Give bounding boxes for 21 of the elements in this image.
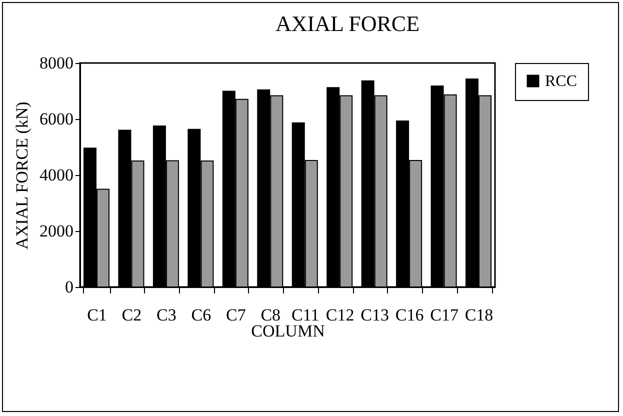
x-axis-title: COLUMN <box>251 322 325 340</box>
y-tick-label: 0 <box>65 278 74 296</box>
y-axis-title: AXIAL FORCE (kN) <box>12 102 32 250</box>
y-tick-label: 6000 <box>40 110 74 128</box>
x-tick-label: C18 <box>464 306 494 324</box>
x-tick-label: C1 <box>87 306 107 324</box>
x-tick-label: C17 <box>430 306 459 324</box>
legend-label: RCC <box>545 73 578 90</box>
x-tick-label: C11 <box>292 306 320 324</box>
y-tick-label: 8000 <box>40 54 74 72</box>
x-tick-label: C8 <box>260 306 281 324</box>
y-tick-label: 4000 <box>40 166 74 184</box>
y-tick-label: 2000 <box>40 222 74 240</box>
x-tick-label: C13 <box>360 306 389 324</box>
x-tick-label: C3 <box>156 306 176 324</box>
x-tick-label: C7 <box>226 306 246 324</box>
x-tick-label: C6 <box>191 306 212 324</box>
x-tick-label: C16 <box>395 306 424 324</box>
chart-title: AXIAL FORCE <box>275 11 420 36</box>
x-tick-label: C12 <box>326 306 354 324</box>
x-tick-label: C2 <box>122 306 142 324</box>
